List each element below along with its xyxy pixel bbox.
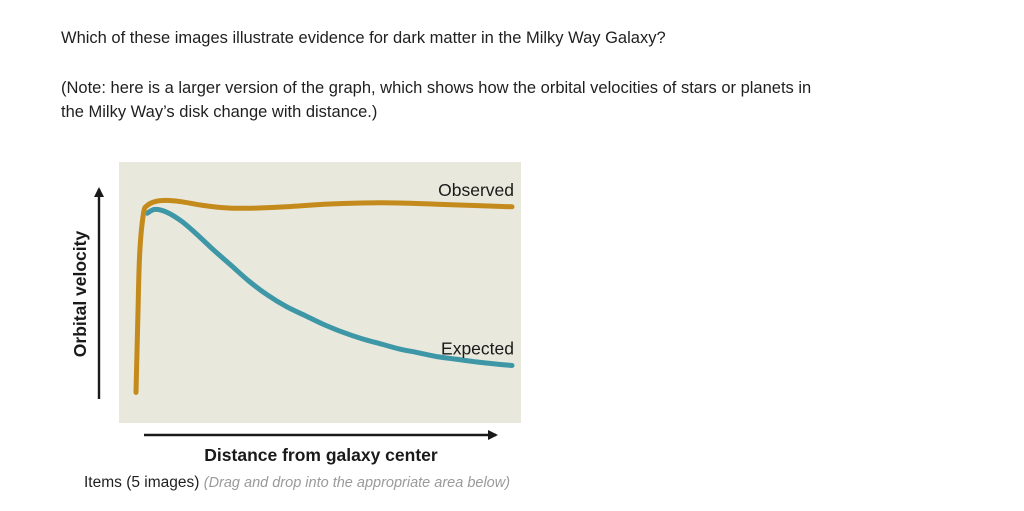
items-footer: Items (5 images) (Drag and drop into the… <box>84 472 510 494</box>
series-line-observed <box>133 197 515 395</box>
note-text: (Note: here is a larger version of the g… <box>61 79 812 121</box>
y-axis-label: Orbital velocity <box>70 231 90 358</box>
items-label: Items (5 images) <box>84 474 200 491</box>
series-label-observed: Observed <box>438 180 514 200</box>
x-axis-label: Distance from galaxy center <box>204 445 438 465</box>
series-line-expected <box>144 206 515 368</box>
series-label-expected: Expected <box>441 339 514 359</box>
question-text: Which of these images illustrate evidenc… <box>61 29 666 47</box>
drag-drop-hint: (Drag and drop into the appropriate area… <box>203 475 511 491</box>
